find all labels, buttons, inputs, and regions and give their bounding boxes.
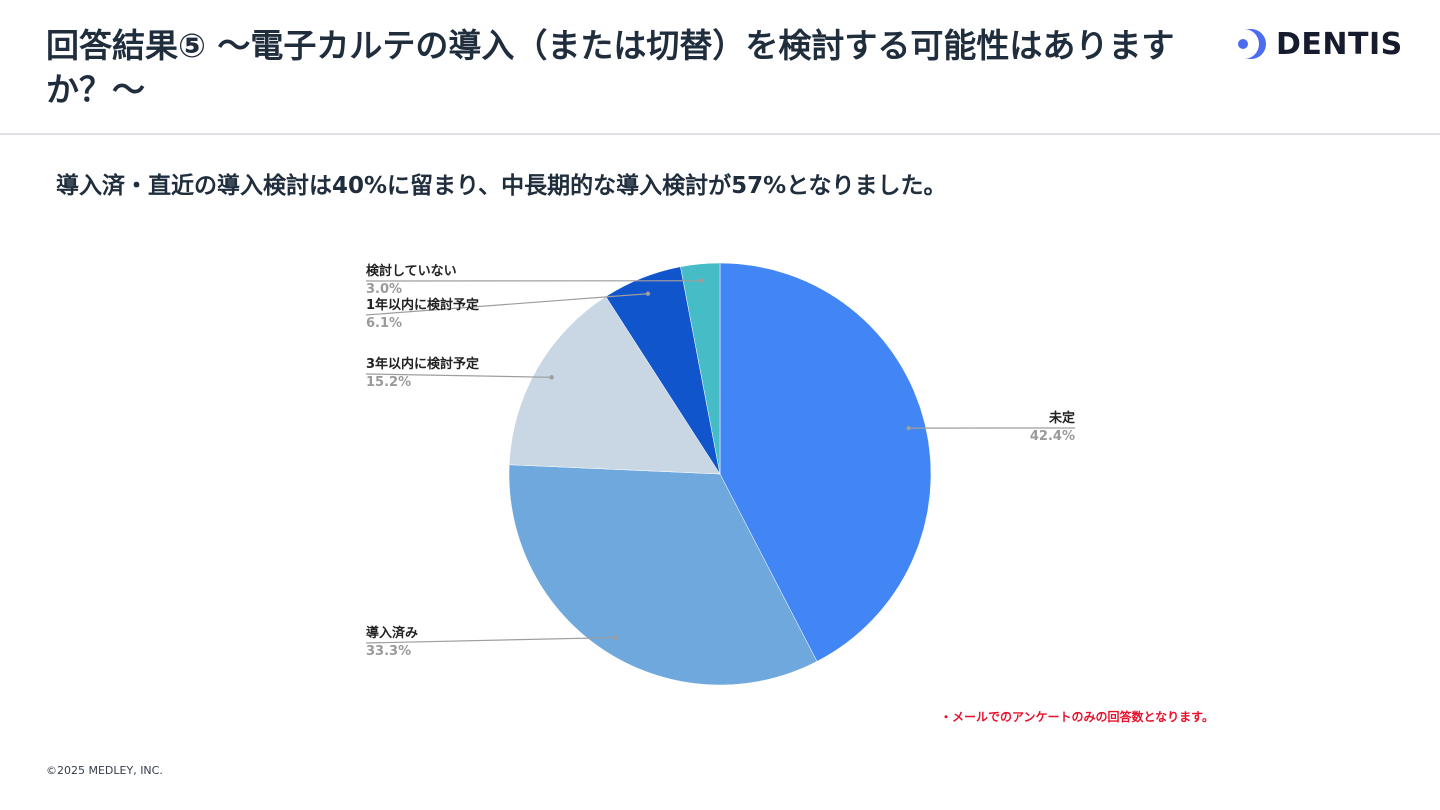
page-title: 回答結果⑤ 〜電子カルテの導入（または切替）を検討する可能性はありますか？〜 — [46, 26, 1175, 109]
leader-dot — [906, 425, 911, 431]
logo-text: DENTIS — [1276, 26, 1403, 62]
slice-label: 3年以内に検討予定 — [366, 356, 479, 372]
pie-slice — [508, 464, 818, 686]
leader-dot — [549, 375, 554, 380]
footnote: ・メールでのアンケートのみの回答数となります。 — [940, 710, 1214, 724]
dentis-logo-icon — [1238, 29, 1266, 59]
slice-value-label: 15.2% — [366, 375, 411, 390]
slice-label: 1年以内に検討予定 — [366, 297, 479, 313]
chart-subtitle: 導入済・直近の導入検討は40%に留まり、中長期的な導入検討が57%となりました。 — [56, 173, 947, 199]
leader-line — [365, 293, 649, 316]
slice-value-label: 42.4% — [1030, 429, 1075, 444]
slice-label: 検討していない — [366, 263, 457, 279]
pie-slice — [680, 262, 721, 475]
leader-dot — [645, 291, 651, 296]
leader-line — [365, 373, 552, 378]
leader-dot — [699, 278, 704, 283]
slice-value-label: 3.0% — [366, 282, 402, 297]
pie-slice — [719, 262, 932, 662]
leader-line — [365, 636, 616, 644]
header-divider — [0, 133, 1440, 135]
slice-value-label: 6.1% — [366, 316, 402, 331]
slice-value-label: 33.3% — [366, 644, 411, 659]
pie-slice — [508, 296, 721, 475]
copyright: ©2025 MEDLEY, INC. — [46, 764, 163, 777]
leader-dot — [613, 635, 618, 640]
slice-label: 未定 — [1048, 410, 1075, 426]
dentis-logo: DENTIS — [1236, 26, 1403, 62]
slice-label: 導入済み — [366, 625, 418, 641]
